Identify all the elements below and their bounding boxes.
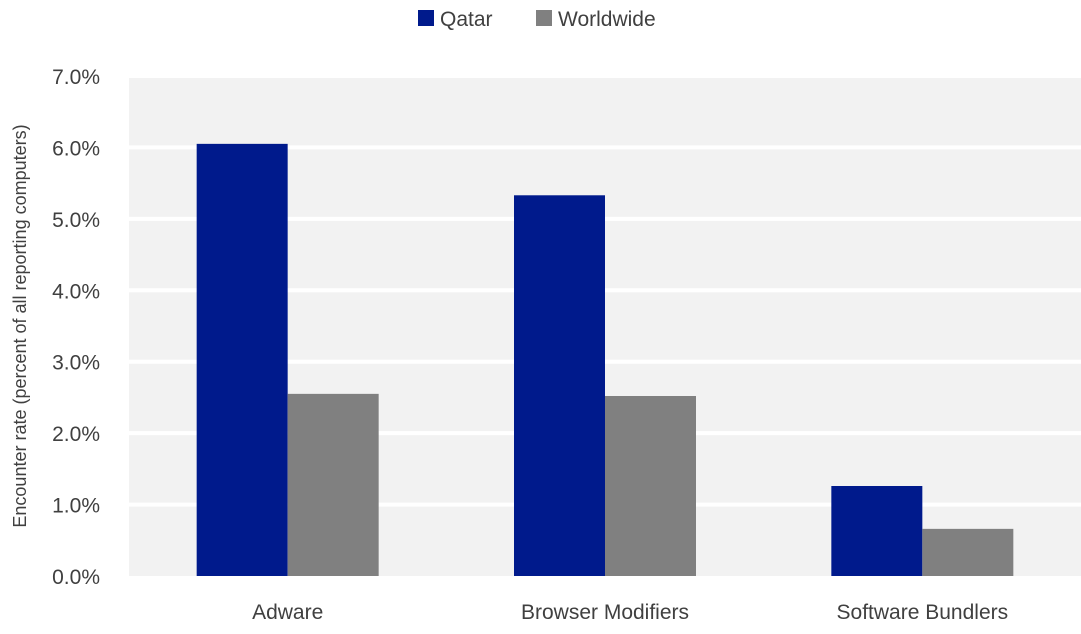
y-tick-label: 2.0% [52, 423, 100, 446]
bar-worldwide-adware [287, 393, 379, 576]
legend-swatch-worldwide [536, 10, 552, 26]
category-label: Software Bundlers [837, 601, 1009, 624]
legend: Qatar Worldwide [418, 8, 656, 31]
legend-label-worldwide: Worldwide [558, 8, 656, 31]
bar-qatar-adware [196, 143, 288, 576]
bars [196, 143, 1014, 577]
bar-worldwide-software-bundlers [922, 528, 1014, 576]
category-label: Adware [252, 601, 323, 624]
y-tick-label: 5.0% [52, 209, 100, 232]
y-tick-label: 3.0% [52, 352, 100, 375]
y-tick-label: 0.0% [52, 566, 100, 589]
category-label: Browser Modifiers [521, 601, 689, 624]
y-tick-label: 6.0% [52, 137, 100, 160]
category-labels: Adware Browser Modifiers Software Bundlers [252, 601, 1008, 624]
y-tick-label: 7.0% [52, 66, 100, 89]
bar-qatar-software-bundlers [831, 486, 923, 576]
legend-swatch-qatar [418, 10, 434, 26]
y-tick-labels: 0.0% 1.0% 2.0% 3.0% 4.0% 5.0% 6.0% 7.0% [52, 66, 100, 589]
y-tick-label: 4.0% [52, 280, 100, 303]
bar-qatar-browser-modifiers [514, 195, 605, 577]
bar-worldwide-browser-modifiers [605, 396, 696, 576]
legend-label-qatar: Qatar [440, 8, 493, 31]
y-tick-label: 1.0% [52, 495, 100, 518]
y-axis-label: Encounter rate (percent of all reporting… [10, 124, 30, 527]
